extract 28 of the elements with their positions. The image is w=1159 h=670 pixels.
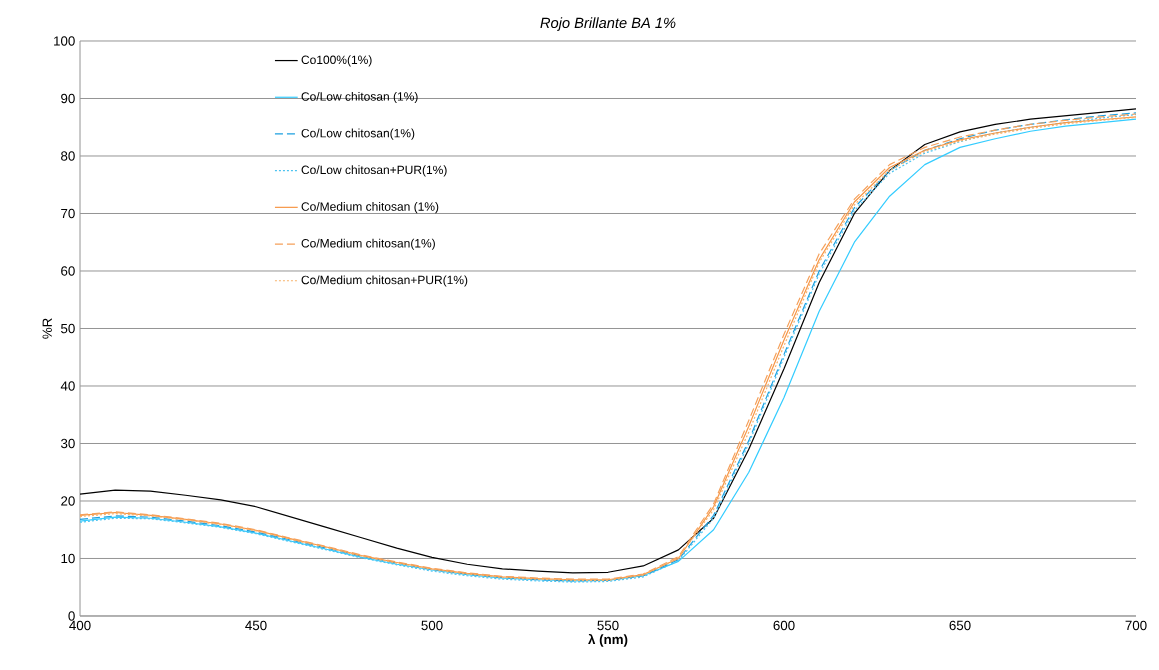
y-tick-label: 60: [61, 266, 75, 276]
x-tick-label: 450: [245, 620, 267, 631]
x-tick-label: 500: [421, 620, 443, 631]
y-tick-label: 100: [54, 36, 75, 46]
legend-label: Co/Medium chitosan (1%): [301, 201, 439, 214]
y-tick-label: 90: [61, 93, 75, 104]
y-tick-label: 20: [61, 496, 75, 506]
x-axis-title: λ (nm): [588, 633, 628, 647]
y-tick-label: 70: [61, 208, 75, 219]
x-tick-label: 650: [949, 620, 971, 631]
legend-label: Co/Low chitosan (1%): [301, 91, 418, 104]
x-tick-label: 700: [1125, 620, 1147, 631]
y-tick-label: 0: [68, 611, 75, 621]
y-tick-label: 80: [61, 151, 75, 161]
legend-label: Co/Low chitosan(1%): [301, 128, 415, 140]
chart-title: Rojo Brillante BA 1%: [540, 17, 676, 31]
x-tick-label: 400: [69, 620, 91, 631]
legend-label: Co/Low chitosan+PUR(1%): [301, 165, 447, 177]
y-axis-title: %R: [42, 318, 52, 339]
y-tick-label: 50: [61, 323, 75, 334]
x-tick-label: 600: [773, 620, 795, 631]
y-tick-label: 40: [60, 381, 75, 391]
legend-label: Co/Medium chitosan(1%): [301, 238, 435, 250]
x-tick-label: 550: [597, 620, 619, 631]
legend-label: Co100%(1%): [301, 55, 372, 67]
y-tick-label: 10: [61, 553, 75, 564]
y-tick-label: 30: [60, 438, 75, 449]
legend-label: Co/Medium chitosan+PUR(1%): [301, 275, 468, 287]
